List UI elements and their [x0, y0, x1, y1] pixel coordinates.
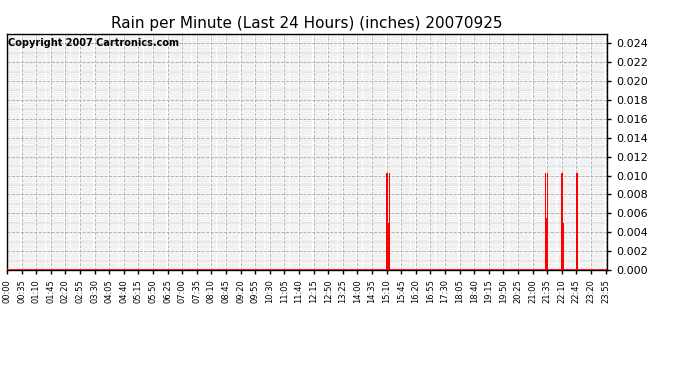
- Bar: [544, 172, 546, 270]
- Bar: [577, 172, 578, 270]
- Bar: [387, 172, 388, 270]
- Bar: [562, 172, 563, 270]
- Bar: [561, 172, 562, 270]
- Bar: [389, 172, 390, 270]
- Bar: [576, 172, 577, 270]
- Bar: [546, 218, 547, 270]
- Bar: [547, 172, 548, 270]
- Text: Copyright 2007 Cartronics.com: Copyright 2007 Cartronics.com: [8, 39, 179, 48]
- Bar: [388, 172, 389, 270]
- Title: Rain per Minute (Last 24 Hours) (inches) 20070925: Rain per Minute (Last 24 Hours) (inches)…: [111, 16, 503, 31]
- Bar: [386, 172, 387, 270]
- Bar: [563, 223, 564, 270]
